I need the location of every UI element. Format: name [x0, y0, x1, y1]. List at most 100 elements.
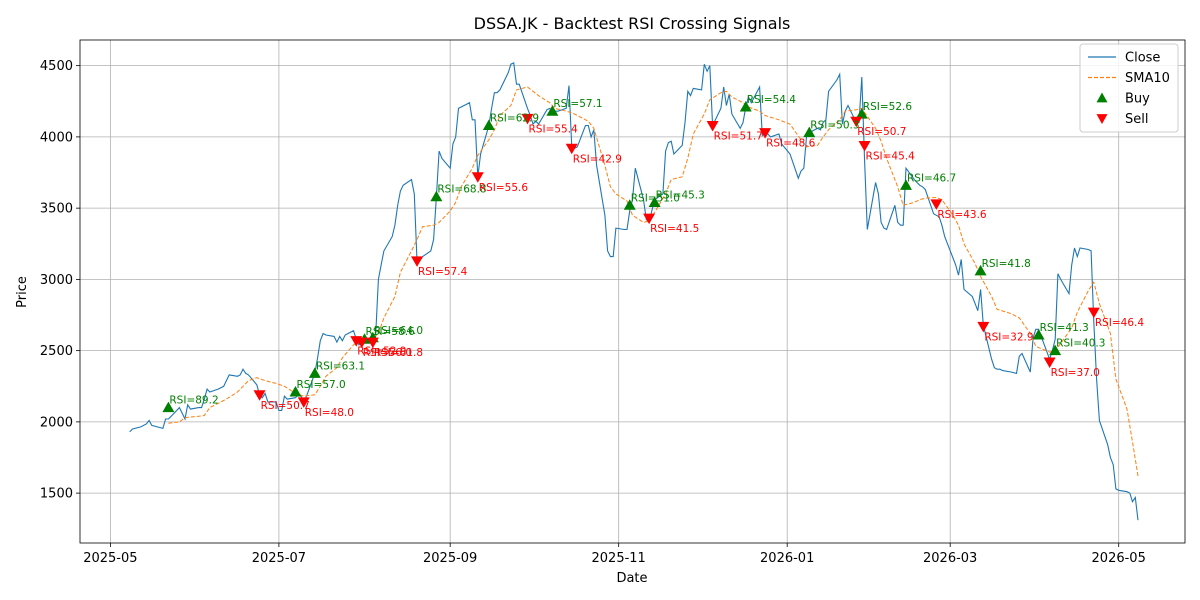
sell-marker [1087, 307, 1100, 319]
x-tick-label: 2026-03 [923, 551, 977, 566]
buy-rsi-label: RSI=41.8 [982, 258, 1031, 270]
sell-marker [850, 116, 863, 128]
sell-marker [355, 337, 368, 349]
buy-marker [1032, 328, 1045, 340]
sell-rsi-label: RSI=50.7 [261, 400, 310, 412]
sell-rsi-label: RSI=56.0 [363, 347, 412, 359]
sell-rsi-label: RSI=37.0 [1051, 367, 1100, 379]
plot-area [129, 61, 1139, 521]
sell-rsi-label: RSI=32.9 [984, 331, 1033, 343]
legend-label: Close [1125, 51, 1160, 66]
legend-box [1079, 43, 1179, 133]
sell-rsi-label: RSI=61.8 [374, 347, 423, 359]
buy-rsi-label: RSI=68.8 [437, 184, 486, 196]
sell-marker [759, 128, 772, 139]
buy-marker [430, 190, 443, 202]
buy-rsi-label: RSI=64.0 [374, 325, 423, 337]
sell-rsi-label: RSI=42.9 [573, 153, 622, 165]
buy-rsi-label: RSI=57.1 [553, 98, 602, 110]
buy-marker [739, 100, 752, 112]
axes: 2025-05 2025-07 2025-09 2025-11 2026-01 2026-… [40, 39, 1186, 566]
legend-swatch-sell [1096, 114, 1108, 124]
sell-marker [565, 143, 578, 155]
y-tick-label: 2500 [40, 344, 73, 359]
sell-marker [858, 140, 871, 152]
buy-rsi-label: RSI=89.2 [169, 395, 218, 407]
buy-rsi-label: RSI=41.3 [1040, 322, 1089, 334]
buy-marker [546, 105, 559, 116]
legend-label: SMA10 [1125, 71, 1170, 86]
sell-rsi-label: RSI=48.0 [305, 407, 354, 419]
buy-marker [623, 199, 636, 210]
buy-rsi-label: RSI=40.3 [1056, 338, 1105, 350]
buy-rsi-label: RSI=45.3 [656, 189, 705, 201]
buy-marker [803, 126, 816, 138]
sell-marker [706, 120, 719, 132]
sell-rsi-label: RSI=57.4 [418, 266, 468, 278]
y-tick-label: 1500 [40, 487, 73, 502]
buy-marker [974, 264, 987, 276]
x-tick-label: 2025-05 [83, 551, 137, 566]
sell-rsi-label: RSI=51.7 [714, 130, 763, 142]
grid-lines [80, 40, 1185, 543]
y-tick-label: 4500 [40, 59, 73, 74]
signal-labels: RSI=89.2 RSI=57.0 RSI=63.1 RSI=58.6RSI=64.0… [169, 94, 1144, 419]
sell-marker [297, 397, 310, 408]
legend-swatch-buy [1096, 92, 1108, 103]
legend-label: Sell [1125, 112, 1148, 127]
buy-rsi-label: RSI=54.4 [747, 94, 797, 106]
buy-rsi-label: RSI=57.0 [296, 379, 345, 391]
chart-title: DSSA.JK - Backtest RSI Crossing Signals [474, 14, 791, 33]
x-tick-label: 2026-01 [760, 551, 814, 566]
sell-rsi-label: RSI=45.4 [866, 150, 916, 162]
buy-marker [289, 385, 302, 397]
y-tick-label: 4000 [40, 130, 73, 145]
sell-marker [1043, 357, 1056, 369]
buy-rsi-label: RSI=52.6 [863, 101, 913, 113]
buy-marker [482, 119, 495, 130]
buy-rsi-label: RSI=46.7 [907, 172, 956, 184]
y-tick-label: 2000 [40, 415, 73, 430]
buy-marker [308, 367, 321, 378]
buy-marker [648, 196, 661, 207]
sell-rsi-label: RSI=55.6 [479, 182, 529, 194]
sell-rsi-label: RSI=46.4 [1095, 317, 1145, 329]
buy-rsi-label: RSI=62.9 [490, 112, 539, 124]
sell-marker [366, 337, 379, 349]
x-axis-label: Date [616, 571, 647, 586]
x-tick-label: 2025-11 [592, 551, 646, 566]
buy-marker [899, 179, 912, 190]
sell-rsi-label: RSI=48.6 [766, 138, 816, 150]
buy-marker [855, 108, 868, 119]
buy-marker [162, 401, 175, 413]
legend-label: Buy [1125, 92, 1150, 107]
axes-frame [79, 39, 1186, 544]
sma10-series-line [168, 86, 1139, 477]
sell-marker [521, 113, 534, 125]
sell-marker [471, 172, 484, 183]
legend: Close SMA10 Buy Sell [1079, 43, 1179, 133]
x-tick-label: 2025-07 [252, 551, 306, 566]
sell-rsi-label: RSI=55.4 [529, 123, 579, 135]
buy-rsi-label: RSI=58.6 [366, 326, 416, 338]
buy-rsi-label: RSI=63.1 [316, 360, 365, 372]
x-tick-label: 2025-09 [423, 551, 477, 566]
buy-rsi-label: RSI=50.3 [810, 120, 859, 132]
sell-marker [977, 321, 990, 333]
x-tick-label: 2026-05 [1092, 551, 1146, 566]
y-tick-label: 3500 [40, 202, 73, 217]
sell-rsi-label: RSI=43.6 [937, 209, 987, 221]
sell-marker [253, 390, 266, 401]
y-tick-label: 3000 [40, 273, 73, 288]
buy-marker [1049, 344, 1062, 356]
sell-marker [930, 199, 943, 210]
y-axis-label: Price [15, 276, 30, 308]
sell-rsi-label: RSI=52.9 [357, 346, 406, 358]
sell-marker [411, 256, 424, 267]
sell-rsi-label: RSI=50.7 [857, 126, 906, 138]
buy-rsi-label: RSI=51.0 [631, 192, 680, 204]
sell-marker [643, 213, 656, 225]
sell-rsi-label: RSI=41.5 [650, 223, 699, 235]
